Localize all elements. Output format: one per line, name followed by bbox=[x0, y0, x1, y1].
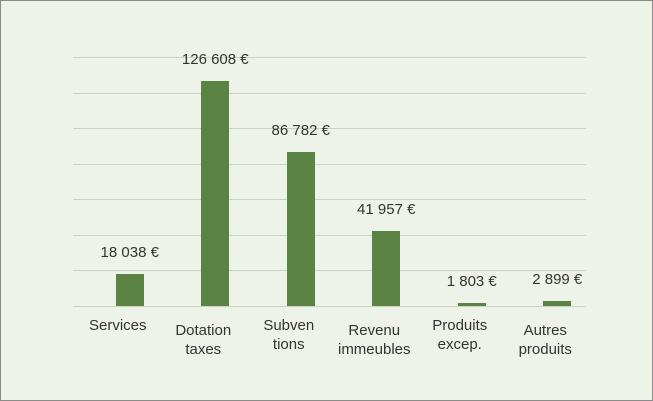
value-label: 1 803 € bbox=[446, 272, 497, 290]
x-tick-label: Services bbox=[88, 317, 147, 334]
grid-line bbox=[73, 270, 586, 272]
x-tick-label: Produits excep. bbox=[432, 317, 488, 353]
grid-line bbox=[73, 306, 586, 307]
bar bbox=[115, 273, 144, 306]
grid-line bbox=[73, 92, 586, 94]
grid-line bbox=[73, 163, 586, 165]
value-label: 18 038 € bbox=[100, 243, 159, 261]
grid-line bbox=[73, 128, 586, 130]
x-tick-label: Dotation taxes bbox=[175, 322, 232, 358]
value-label: 86 782 € bbox=[271, 121, 330, 139]
x-tick-label: Autres produits bbox=[518, 322, 572, 358]
bar bbox=[286, 151, 315, 306]
grid-line bbox=[73, 57, 586, 58]
value-label: 126 608 € bbox=[181, 50, 249, 68]
value-label: 41 957 € bbox=[357, 201, 416, 219]
x-tick-label: Revenu immeubles bbox=[337, 322, 411, 358]
bar bbox=[457, 302, 486, 306]
value-label: 2 899 € bbox=[532, 270, 583, 288]
bar bbox=[543, 300, 572, 306]
grid-line bbox=[73, 199, 586, 201]
grid-line bbox=[73, 234, 586, 236]
bar bbox=[372, 231, 401, 306]
x-tick-label: Subven tions bbox=[263, 317, 315, 353]
bar bbox=[201, 80, 230, 306]
